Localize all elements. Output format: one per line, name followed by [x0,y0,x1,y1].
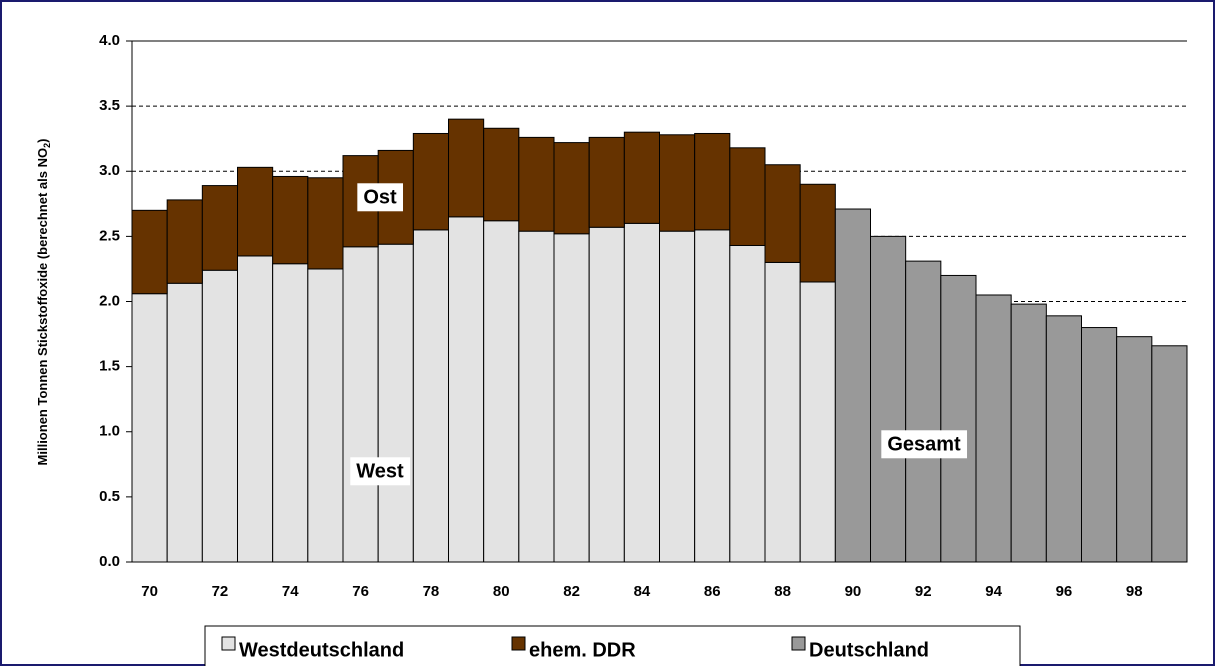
legend-label: Westdeutschland [239,639,404,661]
x-tick-label: 76 [352,583,369,600]
bar-segment [237,166,274,257]
bar-segment [799,183,836,283]
bar-segment [588,226,625,563]
bar-segment [623,131,660,224]
bar-segment [131,209,168,295]
legend-swatch [791,636,806,651]
bar-segment [764,261,801,563]
bar-segment [307,177,344,270]
bar-segment [553,233,590,563]
bar-segment [1010,303,1047,563]
bar-segment [518,136,555,232]
x-tick-label: 84 [634,583,651,600]
bar-segment [1151,345,1188,563]
legend-swatch [511,636,526,651]
bar-segment [272,175,309,265]
x-tick-label: 70 [141,583,158,600]
bar-segment [201,269,238,563]
bar-segment [588,136,625,228]
bar-segment [694,229,731,563]
legend-swatch [221,636,236,651]
bar-segment [1045,315,1083,563]
bar-segment [166,282,203,563]
legend [204,625,1021,666]
annotation: West [356,460,404,482]
bar-segment [131,293,168,563]
legend-label: ehem. DDR [529,639,636,661]
bar-segment [553,142,590,235]
bar-segment [448,118,485,218]
x-tick-label: 80 [493,583,510,600]
bar-segment [1081,327,1118,563]
bar-segment [483,220,520,563]
bar-segment [905,260,942,563]
x-tick-label: 90 [845,583,862,600]
y-tick-label: 0.0 [99,553,120,570]
x-tick-label: 94 [985,583,1002,600]
bar-segment [483,127,520,222]
bar-segment [799,281,836,563]
bar-segment [201,185,238,271]
annotation-bg [350,457,411,486]
y-tick-label: 1.5 [99,358,120,375]
annotation: Ost [363,186,397,208]
x-tick-label: 86 [704,583,721,600]
bar-segment [448,216,485,563]
x-tick-label: 96 [1056,583,1073,600]
bar-segment [518,230,555,563]
y-tick-label: 3.0 [99,162,120,179]
bar-segment [272,263,309,563]
bar-segment [659,134,696,232]
bar-segment [729,244,766,563]
bar-segment [307,268,344,563]
bar-segment [377,243,414,563]
bar-segment [940,274,977,563]
y-tick-label: 3.5 [99,97,120,114]
legend-label: Deutschland [809,639,929,661]
bar-segment [870,235,907,563]
bar-segment [1116,336,1153,563]
y-label-sub: 2 [42,143,52,148]
bar-segment [694,132,731,231]
x-tick-label: 78 [423,583,440,600]
y-axis-label: Millionen Tonnen Stickstoffoxide (berech… [35,139,52,466]
y-tick-label: 4.0 [99,32,120,49]
bar-segment [659,230,696,563]
annotation: Gesamt [887,433,961,455]
bar-segment [166,199,203,284]
y-tick-label: 2.0 [99,292,120,309]
y-label-main: Millionen Tonnen Stickstoffoxide (berech… [35,148,50,466]
x-tick-label: 82 [563,583,580,600]
bar-segment [729,147,766,246]
x-tick-label: 98 [1126,583,1143,600]
bar-segment [764,164,801,263]
y-tick-label: 2.5 [99,227,120,244]
bar-segment [623,222,660,563]
y-tick-label: 1.0 [99,423,120,440]
x-tick-label: 72 [212,583,229,600]
x-tick-label: 74 [282,583,299,600]
y-tick-label: 0.5 [99,488,120,505]
bar-segment [834,208,871,563]
annotation-bg [357,183,404,212]
x-tick-label: 92 [915,583,932,600]
bar-segment [975,294,1012,563]
bar-segment [342,246,379,563]
bar-segment [412,132,450,231]
x-tick-label: 88 [774,583,791,600]
annotation-bg [881,430,968,459]
bar-segment [412,229,450,563]
bar-segment [237,255,274,563]
y-label-end: ) [35,139,50,143]
